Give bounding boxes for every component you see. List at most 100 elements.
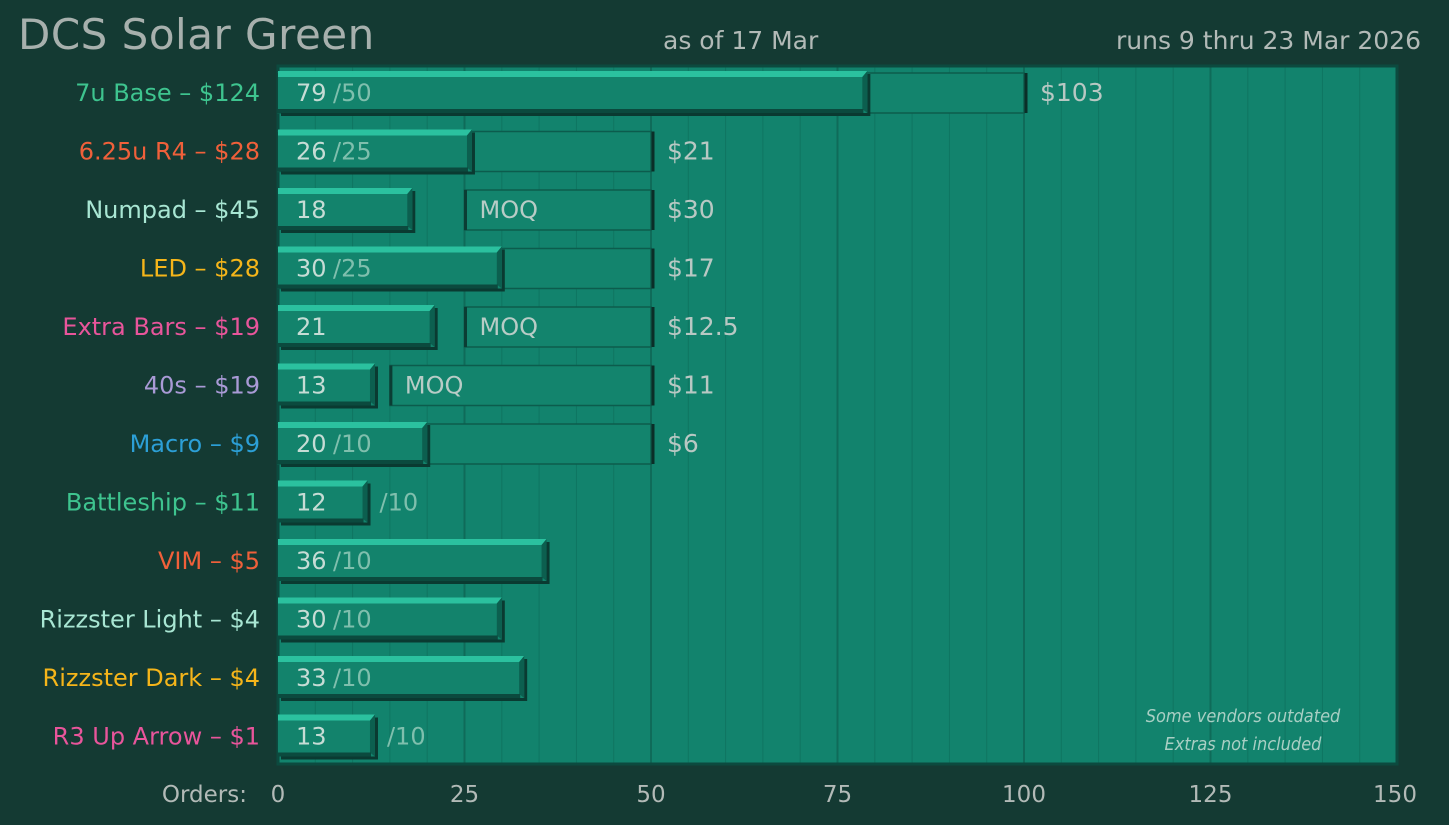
x-tick-label: 100 bbox=[1002, 782, 1046, 808]
target-value: /10 bbox=[333, 664, 372, 692]
bar-bottom-bevel bbox=[278, 752, 371, 757]
bar-top-bevel bbox=[278, 714, 375, 721]
price-label: $11 bbox=[667, 371, 715, 400]
bar-side-bevel bbox=[362, 480, 368, 523]
category-label: VIM – $5 bbox=[158, 547, 260, 575]
category-label: Rizzster Light – $4 bbox=[40, 606, 260, 634]
bar-side-bevel bbox=[466, 129, 472, 172]
bar-top-bevel bbox=[278, 71, 868, 77]
order-bar bbox=[278, 305, 435, 347]
category-label: Extra Bars – $19 bbox=[62, 313, 260, 341]
note-vendors: Some vendors outdated bbox=[1146, 706, 1341, 727]
bar-bottom-bevel bbox=[278, 109, 864, 113]
order-bar bbox=[278, 363, 375, 406]
category-label: 6.25u R4 – $28 bbox=[79, 138, 260, 166]
price-label: $21 bbox=[667, 137, 715, 166]
bar-top-bevel bbox=[278, 422, 428, 428]
bar-side-bevel bbox=[422, 422, 428, 464]
price-label: $17 bbox=[667, 254, 715, 283]
bar-side-bevel bbox=[407, 188, 413, 230]
target-value: /10 bbox=[333, 430, 372, 458]
bar-side-bevel bbox=[862, 71, 868, 113]
price-label: $30 bbox=[667, 195, 715, 224]
category-label: LED – $28 bbox=[140, 255, 260, 283]
order-count: 36 bbox=[296, 547, 327, 575]
order-count: 12 bbox=[296, 489, 327, 517]
bar-top-bevel bbox=[278, 188, 413, 194]
order-bar bbox=[278, 129, 472, 172]
order-bar bbox=[278, 714, 375, 757]
bar-bottom-bevel bbox=[278, 694, 521, 698]
order-bar bbox=[278, 539, 547, 581]
bar-bottom-bevel bbox=[278, 401, 371, 406]
order-count: 33 bbox=[296, 664, 327, 692]
target-value: /25 bbox=[333, 255, 372, 283]
order-bar bbox=[278, 480, 368, 523]
category-label: Battleship – $11 bbox=[66, 489, 260, 517]
order-count: 18 bbox=[296, 196, 327, 224]
order-bar bbox=[278, 246, 502, 289]
x-tick-label: 75 bbox=[823, 782, 852, 808]
chart-title: DCS Solar Green bbox=[18, 10, 375, 59]
order-count: 21 bbox=[296, 313, 327, 341]
bar-side-bevel bbox=[369, 714, 375, 757]
bar-top-bevel bbox=[278, 246, 502, 253]
order-count: 13 bbox=[296, 372, 327, 400]
bar-bottom-bevel bbox=[278, 460, 424, 464]
order-count: 20 bbox=[296, 430, 327, 458]
goal-segment bbox=[463, 189, 652, 231]
order-count: 79 bbox=[296, 79, 327, 107]
x-tick-label: 25 bbox=[450, 782, 479, 808]
bar-side-bevel bbox=[519, 656, 525, 698]
x-tick-label: 50 bbox=[636, 782, 665, 808]
bar-top-bevel bbox=[278, 129, 472, 136]
order-bar bbox=[278, 597, 502, 640]
bar-side-bevel bbox=[496, 246, 502, 289]
moq-label: MOQ bbox=[480, 313, 539, 341]
bar-bottom-bevel bbox=[278, 226, 409, 230]
order-bar bbox=[278, 71, 868, 113]
bar-top-bevel bbox=[278, 597, 502, 604]
x-tick-label: 0 bbox=[271, 782, 286, 808]
target-value: /10 bbox=[380, 489, 419, 517]
target-value: /10 bbox=[387, 723, 426, 751]
x-tick-label: 150 bbox=[1373, 782, 1417, 808]
bar-top-bevel bbox=[278, 539, 547, 545]
plot-border bbox=[276, 64, 1399, 766]
bar-top-bevel bbox=[278, 656, 525, 662]
x-tick-label: 125 bbox=[1189, 782, 1233, 808]
bar-top-bevel bbox=[278, 480, 368, 487]
category-label: 40s – $19 bbox=[144, 372, 260, 400]
order-bar bbox=[278, 656, 525, 698]
price-label: $103 bbox=[1040, 78, 1104, 107]
order-bar bbox=[278, 422, 428, 464]
order-count: 26 bbox=[296, 138, 327, 166]
bar-side-bevel bbox=[369, 363, 375, 406]
bar-bottom-bevel bbox=[278, 635, 498, 640]
bar-bottom-bevel bbox=[278, 343, 431, 347]
bar-side-bevel bbox=[429, 305, 435, 347]
moq-label: MOQ bbox=[480, 196, 539, 224]
category-label: Macro – $9 bbox=[130, 430, 260, 458]
price-label: $12.5 bbox=[667, 312, 739, 341]
run-dates: runs 9 thru 23 Mar 2026 bbox=[1115, 26, 1421, 55]
bar-top-bevel bbox=[278, 305, 435, 311]
bar-bottom-bevel bbox=[278, 284, 498, 289]
category-label: 7u Base – $124 bbox=[75, 79, 260, 107]
note-extras: Extras not included bbox=[1165, 734, 1323, 755]
bar-bottom-bevel bbox=[278, 577, 543, 581]
target-value: /25 bbox=[333, 138, 372, 166]
moq-label: MOQ bbox=[405, 372, 464, 400]
price-label: $6 bbox=[667, 429, 699, 458]
as-of-date: as of 17 Mar bbox=[663, 26, 819, 55]
bar-top-bevel bbox=[278, 363, 375, 370]
bar-side-bevel bbox=[541, 539, 547, 581]
order-count: 13 bbox=[296, 723, 327, 751]
category-label: Rizzster Dark – $4 bbox=[43, 664, 260, 692]
goal-segment bbox=[463, 306, 652, 348]
x-axis-label: Orders: bbox=[162, 782, 247, 808]
category-label: R3 Up Arrow – $1 bbox=[53, 723, 260, 751]
category-label: Numpad – $45 bbox=[85, 196, 260, 224]
bar-bottom-bevel bbox=[278, 518, 364, 523]
